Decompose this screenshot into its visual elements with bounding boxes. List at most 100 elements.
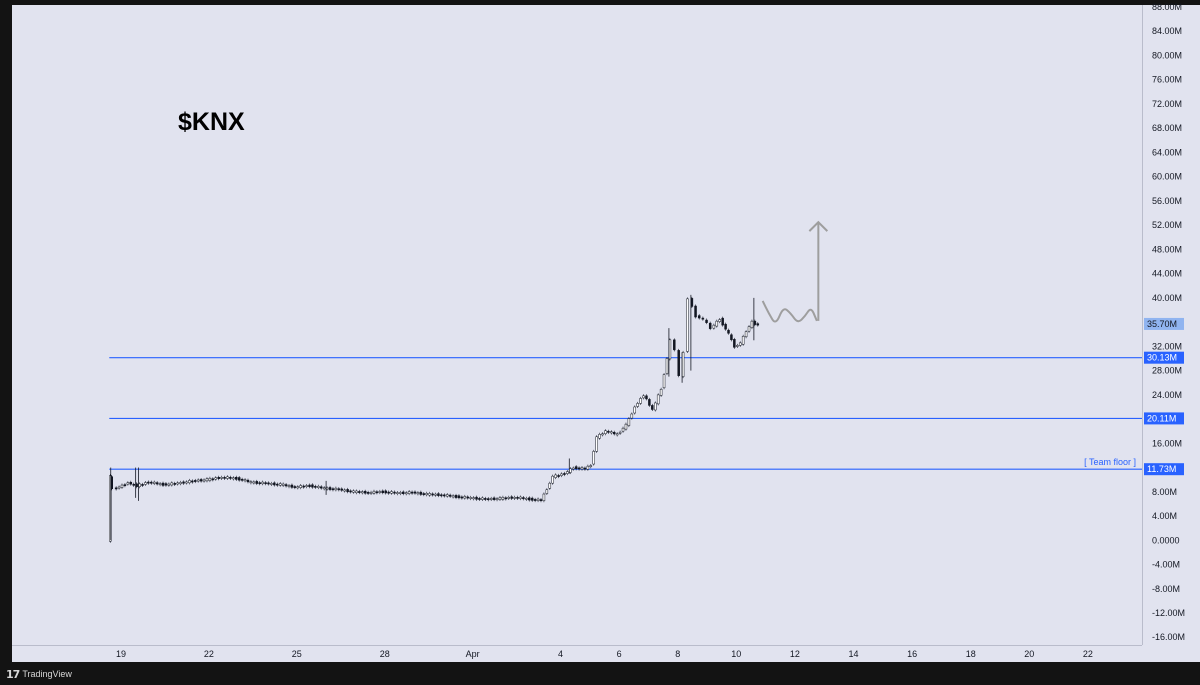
candle bbox=[109, 475, 112, 542]
candle bbox=[601, 433, 604, 436]
candle bbox=[422, 493, 426, 495]
candle bbox=[519, 496, 522, 499]
price-tick-label: 44.00M bbox=[1152, 269, 1182, 279]
candle bbox=[701, 317, 705, 320]
candle bbox=[352, 490, 355, 493]
candle bbox=[642, 395, 645, 399]
candle bbox=[560, 473, 563, 476]
candle bbox=[161, 482, 165, 486]
candle bbox=[750, 320, 754, 328]
candle bbox=[322, 487, 326, 490]
level-badge bbox=[1144, 463, 1184, 476]
candle bbox=[141, 484, 144, 486]
candle bbox=[437, 493, 440, 496]
candle bbox=[489, 498, 493, 500]
candle bbox=[358, 491, 361, 493]
candle bbox=[615, 433, 619, 436]
candle bbox=[196, 479, 200, 482]
candle bbox=[741, 336, 745, 345]
candle bbox=[504, 497, 508, 500]
time-tick-label: 4 bbox=[558, 649, 563, 659]
price-tick-label: 32.00M bbox=[1152, 341, 1182, 351]
candle bbox=[431, 493, 434, 496]
candle bbox=[612, 431, 616, 435]
candle bbox=[548, 482, 552, 489]
candle bbox=[673, 339, 676, 351]
price-tick-label: 28.00M bbox=[1152, 366, 1182, 376]
candle bbox=[384, 490, 387, 494]
candle bbox=[340, 488, 343, 491]
level-badge-label: 20.11M bbox=[1147, 413, 1176, 423]
candle bbox=[627, 418, 631, 426]
price-tick-label: 60.00M bbox=[1152, 172, 1182, 182]
candle bbox=[188, 480, 191, 484]
candle bbox=[220, 477, 223, 479]
candle bbox=[328, 487, 332, 490]
candle bbox=[501, 497, 505, 500]
level-annotation: [ Team floor ] bbox=[1084, 457, 1136, 467]
candle bbox=[618, 431, 622, 434]
axis-corner bbox=[1142, 645, 1200, 662]
candle bbox=[451, 495, 455, 498]
candle bbox=[472, 497, 475, 500]
candle bbox=[624, 423, 628, 430]
candle bbox=[229, 477, 232, 479]
candle bbox=[355, 490, 358, 494]
candle bbox=[607, 430, 610, 433]
candle bbox=[208, 477, 212, 481]
time-tick-label: 12 bbox=[790, 649, 800, 659]
candle bbox=[346, 489, 349, 493]
candle bbox=[293, 486, 297, 488]
brand-name: TradingView bbox=[22, 669, 72, 679]
chart-title: $KNX bbox=[178, 108, 245, 136]
candle bbox=[349, 490, 352, 493]
candle bbox=[478, 498, 481, 500]
candle bbox=[747, 326, 751, 332]
projection-arrowhead bbox=[808, 220, 829, 232]
candle bbox=[205, 478, 209, 482]
candle bbox=[443, 494, 446, 497]
candle bbox=[428, 493, 431, 496]
candle bbox=[402, 491, 405, 494]
candle bbox=[595, 436, 598, 452]
candle bbox=[375, 491, 379, 494]
price-tick-label: 48.00M bbox=[1152, 244, 1182, 254]
candle bbox=[302, 485, 305, 488]
candle bbox=[237, 477, 241, 481]
candle bbox=[718, 319, 721, 322]
candle bbox=[372, 490, 376, 494]
time-axis[interactable] bbox=[12, 645, 1142, 662]
candle bbox=[170, 482, 174, 486]
candle bbox=[202, 479, 206, 482]
candle bbox=[744, 331, 748, 338]
time-tick-label: 22 bbox=[1083, 649, 1093, 659]
candle bbox=[343, 489, 346, 492]
candle bbox=[164, 483, 168, 486]
price-tick-label: 80.00M bbox=[1152, 50, 1182, 60]
price-tick-label: 72.00M bbox=[1152, 99, 1182, 109]
candle bbox=[290, 484, 294, 488]
last-price-label: 35.70M bbox=[1147, 319, 1177, 329]
level-badge-label: 30.13M bbox=[1147, 353, 1177, 363]
candle bbox=[654, 402, 657, 411]
candle bbox=[399, 492, 402, 494]
price-tick-label: 84.00M bbox=[1152, 26, 1182, 36]
candle bbox=[454, 495, 458, 498]
candle bbox=[317, 485, 320, 488]
price-tick-label: 0.0000 bbox=[1152, 535, 1180, 545]
candle bbox=[331, 488, 335, 491]
plot-area[interactable] bbox=[12, 5, 1142, 645]
candle bbox=[724, 323, 727, 330]
candle bbox=[393, 491, 396, 494]
candle bbox=[665, 358, 669, 374]
price-tick-label: -16.00M bbox=[1152, 632, 1185, 642]
candle bbox=[199, 479, 203, 482]
candle bbox=[708, 322, 712, 329]
candle bbox=[705, 319, 708, 323]
horizontal-levels: [ Team floor ] bbox=[109, 357, 1142, 470]
time-tick-label: 8 bbox=[675, 649, 680, 659]
tradingview-logo[interactable]: 17 TradingView bbox=[6, 668, 72, 681]
candle bbox=[677, 350, 680, 376]
candle bbox=[492, 497, 496, 500]
candle bbox=[366, 492, 370, 494]
